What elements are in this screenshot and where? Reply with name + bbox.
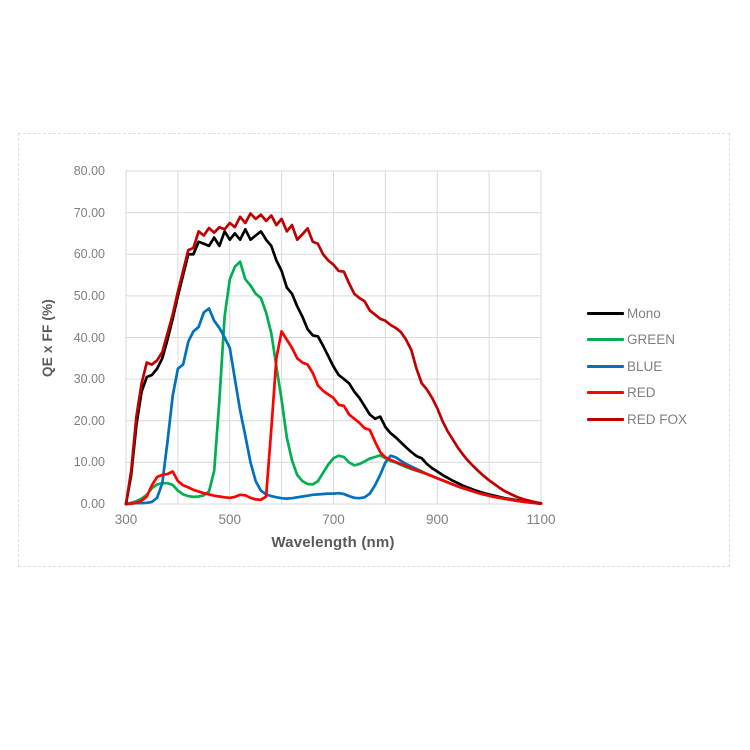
y-axis-title: QE x FF (%) [40,299,55,377]
x-axis-tick-label: 700 [322,512,345,527]
y-axis-tick-label: 80.00 [73,164,105,178]
legend-label: GREEN [627,332,676,348]
legend-swatch-green [587,338,624,342]
x-axis-tick-label: 1100 [526,512,556,527]
legend-item: RED [587,380,687,407]
chart-plot-area [124,170,543,506]
legend-item: Mono [587,300,687,327]
x-axis-tick-label: 300 [114,512,138,527]
x-axis-tick-label: 500 [218,512,242,527]
chart-container: 0.00 10.00 20.00 30.00 40.00 50.00 60.00 70.00 8… [18,133,730,567]
y-axis-tick-label: 30.00 [73,372,105,387]
y-axis-tick-label: 60.00 [73,247,105,262]
legend-item: BLUE [587,353,687,380]
x-axis-tick-label: 900 [425,512,449,527]
y-axis-tick-label: 40.00 [73,330,105,345]
series-line-red [124,329,543,506]
legend-label: RED [627,385,656,401]
legend-swatch-mono [587,311,624,315]
legend-label: RED FOX [627,411,688,427]
series-line-red-fox [124,212,543,506]
y-axis-tick-label: 20.00 [73,413,105,428]
series-line-mono [124,227,543,506]
y-axis-tick-label: 50.00 [73,288,105,303]
legend-label: Mono [627,305,661,321]
y-axis-tick-label: 10.00 [73,455,105,470]
legend-swatch-red-fox [587,417,624,421]
x-axis-title: Wavelength (nm) [271,534,395,551]
legend-swatch-blue [587,364,624,368]
legend-swatch-red [587,391,624,395]
y-axis-tick-label: 0.00 [80,497,105,511]
y-axis-tick-label: 70.00 [73,205,105,220]
legend-item: RED FOX [587,406,687,433]
legend-item: GREEN [587,327,687,354]
legend: Mono GREEN BLUE RED RED FOX [587,300,687,433]
legend-label: BLUE [627,358,663,374]
